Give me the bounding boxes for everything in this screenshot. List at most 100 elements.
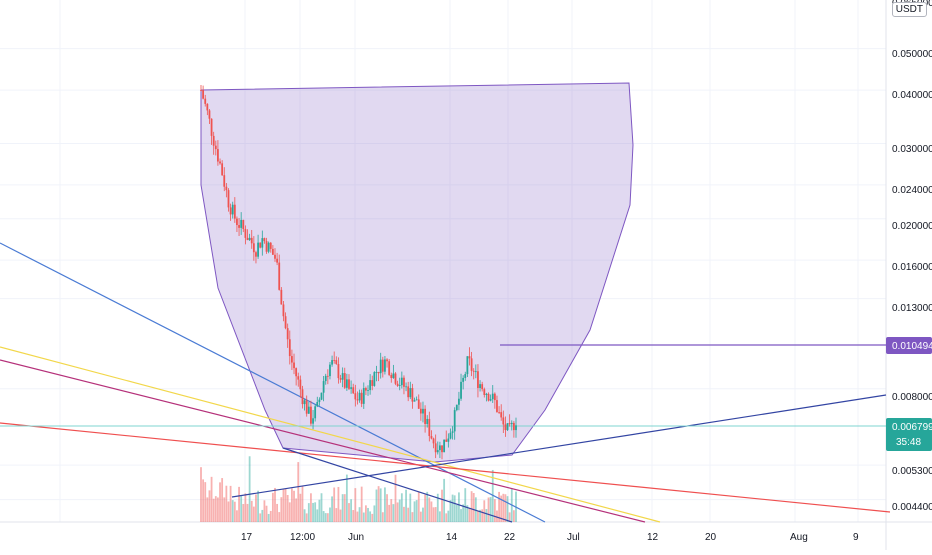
candle-body <box>384 359 386 372</box>
trend-line-blue-steep[interactable] <box>0 242 546 523</box>
trend-line-navy-short[interactable] <box>282 447 513 523</box>
candle-body <box>200 90 202 91</box>
trend-line-red[interactable] <box>0 422 891 513</box>
volume-bar <box>403 506 405 522</box>
candle-body <box>293 362 295 369</box>
candle-body <box>297 376 300 380</box>
trend-line-yellow[interactable] <box>0 346 661 523</box>
candle-body <box>322 381 325 393</box>
volume-bar <box>379 488 382 522</box>
volume-bar <box>413 501 416 522</box>
volume-bar <box>227 501 230 522</box>
candle-body <box>314 406 317 419</box>
volume-bar <box>460 509 462 522</box>
candle-body <box>491 393 494 400</box>
volume-bar <box>445 513 448 522</box>
candle-body <box>373 372 376 386</box>
volume-bar <box>350 499 353 522</box>
time-label: 14 <box>446 532 458 543</box>
volume-bar <box>390 499 393 522</box>
volume-bar <box>508 512 511 522</box>
volume-bar <box>468 508 471 522</box>
time-label: 20 <box>705 532 717 543</box>
volume-bar <box>267 513 270 522</box>
volume-bar <box>373 505 376 522</box>
candle-body <box>350 387 353 389</box>
volume-bar <box>394 474 397 522</box>
volume-bar <box>297 462 300 522</box>
volume-bar <box>500 495 503 522</box>
volume-bar <box>282 488 285 522</box>
time-label: 12:00 <box>290 532 315 543</box>
candle-body <box>208 110 211 119</box>
trend-line-navy-rising[interactable] <box>231 394 887 498</box>
candle-body <box>496 400 498 413</box>
candle-body <box>318 399 321 402</box>
volume-bar <box>474 497 477 522</box>
candle-body <box>445 439 448 442</box>
time-axis[interactable]: 17 12:00 Jun 14 22 Jul 12 20 Aug 9 <box>241 532 859 543</box>
price-tag-current-text: 0.006799 <box>892 422 932 433</box>
volume-bar <box>462 504 465 522</box>
time-label: Jun <box>348 532 364 543</box>
volume-bar <box>212 498 215 522</box>
candle-body <box>398 385 401 386</box>
candle-body <box>217 149 219 162</box>
volume-bar <box>293 490 295 522</box>
candle-body <box>335 360 338 365</box>
candle-body <box>417 399 420 409</box>
candle-body <box>339 378 342 380</box>
candle-body <box>379 359 382 374</box>
volume-bar <box>428 497 431 522</box>
candle-body <box>206 103 209 111</box>
candle-body <box>381 359 384 372</box>
candlesticks <box>200 84 517 460</box>
candle-body <box>390 374 393 379</box>
volume-bar <box>396 502 399 522</box>
volume-bar <box>367 507 369 522</box>
volume-bar <box>434 507 437 522</box>
candle-body <box>422 408 424 414</box>
pattern-shape[interactable] <box>200 82 634 463</box>
volume-bar <box>432 507 435 522</box>
volume-bar <box>288 502 291 522</box>
candle-body <box>451 431 454 433</box>
volume-bar <box>409 493 412 522</box>
candle-body <box>233 204 236 219</box>
candle-body <box>403 377 405 387</box>
volume-bar <box>274 487 276 522</box>
volume-bar <box>343 494 346 522</box>
price-label: 0.050000 <box>892 49 932 60</box>
candle-body <box>483 389 486 395</box>
volume-bar <box>337 486 340 522</box>
volume-bar <box>210 476 213 522</box>
candle-body <box>409 388 412 398</box>
candle-body <box>502 417 505 425</box>
volume-bar <box>375 489 378 522</box>
trend-line-magenta[interactable] <box>0 359 646 523</box>
candle-body <box>396 383 399 386</box>
candle-body <box>515 425 517 431</box>
candle-body <box>470 358 473 371</box>
volume-bar <box>384 487 386 522</box>
volume-bar <box>485 509 488 522</box>
volume-bar <box>441 489 443 522</box>
candle-body <box>472 370 475 372</box>
candle-body <box>411 388 414 402</box>
candle-body <box>394 373 397 384</box>
volume-bar <box>204 482 207 522</box>
price-tag-current <box>886 418 932 451</box>
candle-body <box>436 450 439 453</box>
candle-body <box>291 356 293 363</box>
volume-bar <box>233 501 236 522</box>
volume-bar <box>364 505 367 522</box>
candle-body <box>238 225 240 228</box>
volume-bar <box>236 510 238 522</box>
price-axis[interactable]: 0.0650000 0.050000 0.040000 0.030000 0.0… <box>886 0 932 513</box>
volume-bar <box>506 496 509 522</box>
candle-body <box>479 384 481 388</box>
candle-body <box>500 412 503 418</box>
volume-bar <box>202 479 205 522</box>
